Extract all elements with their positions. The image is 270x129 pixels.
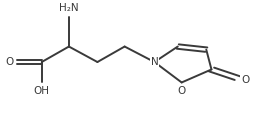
Text: OH: OH xyxy=(34,86,50,96)
Text: O: O xyxy=(178,86,186,96)
Text: N: N xyxy=(151,57,158,67)
Text: O: O xyxy=(5,57,13,67)
Text: H₂N: H₂N xyxy=(59,3,79,13)
Text: O: O xyxy=(241,75,249,85)
